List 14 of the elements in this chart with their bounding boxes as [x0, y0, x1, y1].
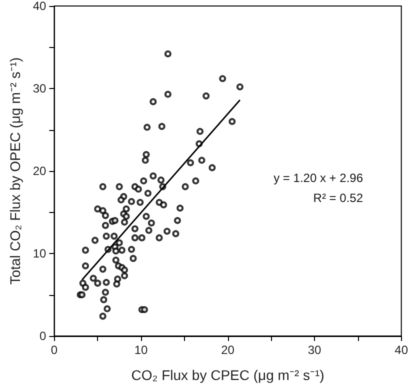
y-tick-label: 30 [32, 82, 47, 96]
x-tick-label: 40 [394, 343, 408, 357]
x-tick-label: 10 [134, 343, 148, 357]
annotation: R² = 0.52 [313, 191, 364, 205]
y-tick-label: 40 [32, 0, 47, 13]
x-tick-label: 30 [308, 343, 322, 357]
x-tick-label: 0 [50, 343, 58, 357]
y-tick-label: 0 [40, 329, 47, 343]
annotation: y = 1.20 x + 2.96 [274, 171, 364, 185]
x-tick-label: 20 [221, 343, 235, 357]
y-tick-label: 10 [32, 246, 47, 260]
x-axis-title: CO₂ Flux by CPEC (μg m⁻² s⁻¹) [131, 367, 324, 383]
y-axis-title: Total CO₂ Flux by OPEC (μg m⁻² s⁻¹) [7, 57, 23, 285]
y-tick-label: 20 [32, 164, 47, 178]
